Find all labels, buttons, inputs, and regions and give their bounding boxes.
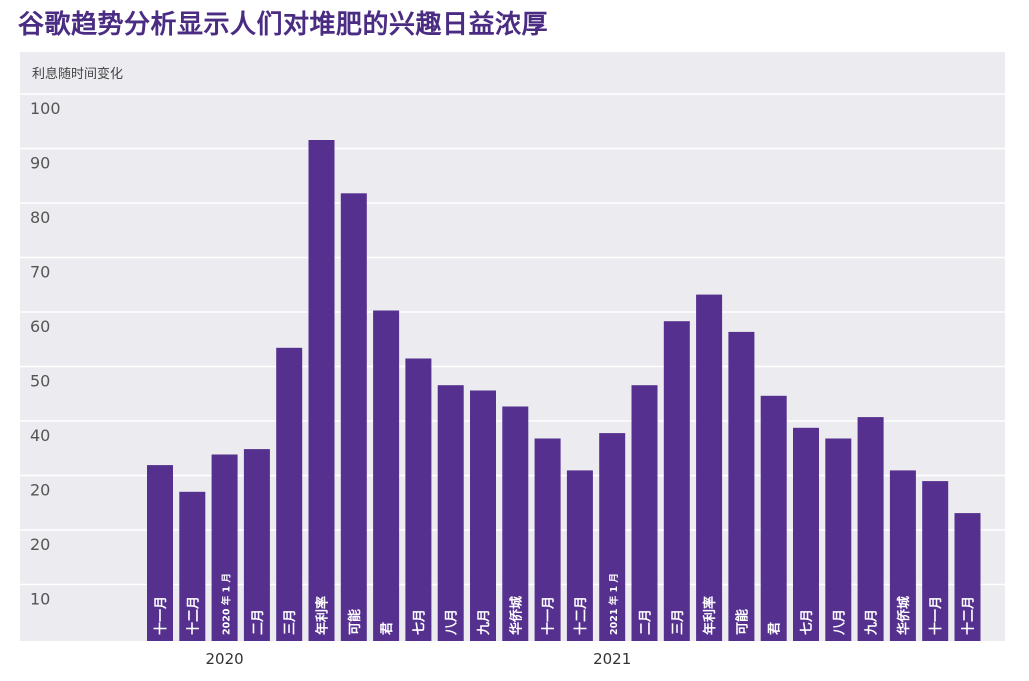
y-tick-label: 70	[30, 263, 50, 282]
bar	[631, 385, 658, 641]
bar-category-label: 十二月	[961, 596, 977, 635]
y-tick-label: 60	[30, 317, 50, 336]
bar	[696, 294, 723, 641]
chart-title: 谷歌趋势分析显示人们对堆肥的兴趣日益浓厚	[18, 10, 549, 40]
bar	[857, 417, 884, 641]
bar	[211, 454, 238, 641]
bar	[889, 470, 916, 641]
bar	[502, 406, 529, 641]
y-axis-ticks: 100 90 80 70 60 50 40 20 20 10	[30, 99, 61, 609]
bar	[437, 385, 464, 641]
bar-category-label: 十一月	[928, 596, 944, 635]
bar	[276, 347, 303, 641]
bar	[405, 358, 432, 641]
bar-category-label: 华侨城	[896, 596, 912, 635]
bar-category-label: 可能	[347, 609, 363, 635]
y-tick-label: 10	[30, 590, 50, 609]
bar	[308, 140, 335, 641]
bars: 十一月 十二月 2020 年 1 月二月 三月 年利率 可能君七月 八月 九月 华侨城 十一月 十二…	[147, 140, 981, 642]
bar-category-label: 十二月	[573, 596, 589, 635]
x-year-label: 2021	[593, 650, 631, 668]
bar	[793, 427, 819, 641]
bar-category-label: 九月	[865, 609, 880, 636]
y-tick-label: 40	[30, 426, 50, 445]
y-tick-label: 20	[30, 535, 50, 554]
bar	[470, 390, 496, 641]
bar	[599, 433, 626, 641]
bar-category-label: 君	[768, 622, 783, 635]
bar-category-label: 华侨城	[508, 596, 524, 635]
bar-category-label: 七月	[800, 609, 815, 635]
bar-category-label: 2021 年 1 月	[608, 573, 620, 635]
bar-category-label: 七月	[412, 609, 427, 635]
bar-category-label: 八月	[832, 609, 847, 636]
bar-category-label: 君	[380, 622, 395, 635]
bar	[922, 481, 949, 641]
bar	[663, 321, 690, 641]
bar	[534, 438, 561, 641]
bar-category-label: 八月	[445, 609, 460, 636]
bar	[340, 193, 367, 642]
bar-category-label: 2020 年 1 月	[221, 573, 233, 635]
bar	[825, 438, 852, 641]
y-tick-label: 80	[30, 208, 50, 227]
bar	[243, 449, 270, 641]
bar-category-label: 二月	[639, 609, 654, 635]
bar-category-label: 年利率	[702, 596, 718, 635]
y-tick-label: 90	[30, 154, 50, 173]
bar	[566, 470, 593, 641]
bar	[373, 310, 400, 641]
y-tick-label: 20	[30, 481, 50, 500]
bar-category-label: 九月	[477, 609, 492, 636]
bar	[147, 465, 173, 641]
bar-category-label: 三月	[671, 609, 686, 635]
bar	[954, 513, 981, 641]
bar-category-label: 十一月	[153, 596, 169, 635]
bar	[179, 491, 206, 641]
y-tick-label: 100	[30, 99, 61, 118]
y-tick-label: 50	[30, 372, 50, 391]
bar-category-label: 二月	[251, 609, 266, 635]
bar	[728, 331, 755, 641]
bar-category-label: 十二月	[185, 596, 201, 635]
year-labels: 2020 2021	[206, 650, 632, 668]
bar	[760, 395, 787, 641]
x-year-label: 2020	[206, 650, 244, 668]
bar-category-label: 三月	[283, 609, 298, 635]
y-axis-label: 利息随时间变化	[32, 66, 123, 82]
bar-category-label: 年利率	[315, 596, 331, 635]
bar-category-label: 可能	[734, 609, 750, 635]
bar-category-label: 十一月	[541, 596, 557, 635]
